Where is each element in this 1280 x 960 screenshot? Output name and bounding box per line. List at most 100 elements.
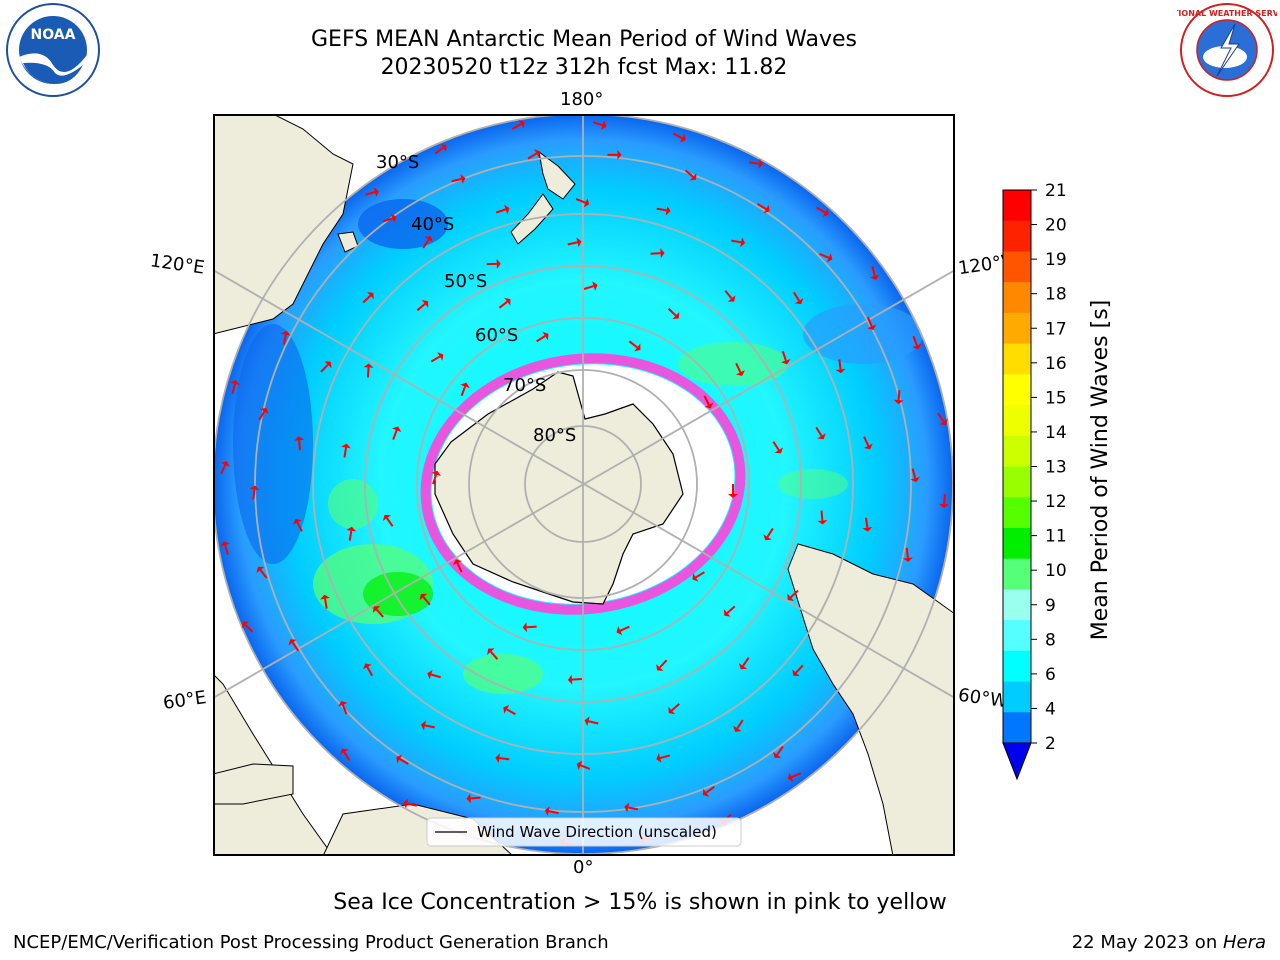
colorbar-tick-label: 18 (1045, 285, 1067, 305)
colorbar-segment (1003, 343, 1031, 375)
meridian-label-0: 0° (573, 857, 594, 878)
wind-wave-arrowhead (403, 798, 409, 809)
credit-left: NCEP/EMC/Verification Post Processing Pr… (13, 932, 609, 953)
meridian-label-180: 180° (560, 89, 604, 110)
wind-wave-arrowhead (339, 748, 349, 755)
wind-wave-arrow (937, 412, 945, 423)
land-new-zealand (538, 150, 576, 200)
wind-wave-arrowhead (679, 133, 686, 143)
wind-wave-arrowhead (817, 433, 826, 440)
wind-wave-arrowhead (583, 198, 590, 208)
wind-wave-arrow (575, 198, 586, 204)
wind-wave-arrow (220, 464, 227, 475)
wind-wave-arrowhead (460, 382, 470, 389)
colorbar-tick-label: 15 (1045, 388, 1067, 408)
wind-wave-arrowhead (740, 237, 746, 248)
wind-wave-arrowhead (567, 674, 573, 685)
wind-wave-arrowhead (763, 204, 770, 214)
nws-logo: NATIONAL WEATHER SERVICE (1177, 3, 1277, 97)
wind-wave-arrow (456, 562, 463, 573)
wind-wave-arrow (296, 521, 303, 532)
wind-wave-arrowhead (382, 514, 392, 521)
colorbar-label: Mean Period of Wind Waves [s] (1088, 300, 1113, 640)
wind-wave-arrowhead (624, 802, 630, 813)
wind-wave-arrowhead (363, 363, 374, 368)
wind-wave-arrowhead (592, 281, 598, 291)
meridian-label-120e: 120°E (148, 250, 206, 279)
colorbar: 2 4 6 8 9 10 11 12 13 14 15 16 17 18 19 20 21 Mean Perio… (1002, 181, 1113, 781)
lat-label-30s: 30°S (376, 152, 419, 173)
colorbar-tick-label: 10 (1045, 561, 1067, 581)
wind-wave-arrow (366, 666, 374, 677)
wind-wave-arrowhead (689, 173, 697, 181)
wind-wave-arrowhead (396, 754, 403, 764)
wind-wave-arrow (735, 362, 742, 373)
map-frame (213, 114, 955, 856)
wind-wave-arrowhead (727, 295, 736, 302)
wind-wave-arrowhead (792, 669, 800, 677)
wind-wave-arrow (943, 494, 946, 505)
wind-wave-arrowhead (576, 760, 583, 771)
colorbar-tick-label: 13 (1045, 458, 1067, 478)
land-africa (214, 674, 333, 854)
wind-wave-arrowhead (665, 205, 671, 216)
wind-wave-arrow (659, 754, 671, 760)
colorbar-tick-label: 4 (1045, 699, 1056, 719)
wind-wave-arrowhead (835, 368, 846, 374)
wind-wave-arrowhead (249, 485, 260, 491)
wind-wave-arrow (348, 530, 353, 541)
colorbar-tick-label: 9 (1045, 596, 1056, 616)
wind-wave-arrow (819, 252, 830, 259)
colorbar-segment (1003, 681, 1031, 713)
wind-wave-arrow (341, 704, 348, 715)
lat-label-50s: 50°S (444, 271, 487, 292)
wind-wave-arrow (865, 517, 869, 528)
colorbar-tick-label: 14 (1045, 423, 1067, 443)
wind-wave-arrowhead (939, 503, 950, 509)
wind-wave-arrow (422, 239, 430, 249)
wind-wave-arrowhead (504, 204, 510, 215)
wind-wave-arrowhead (668, 706, 676, 715)
wind-wave-arrow (588, 720, 599, 725)
wind-wave-arrow (580, 764, 591, 770)
wind-wave-arrowhead (220, 541, 230, 547)
wind-wave-arrowhead (259, 407, 269, 414)
wind-wave-arrow (619, 625, 630, 632)
wind-wave-arrowhead (241, 621, 249, 629)
wind-wave-arrowhead (390, 213, 397, 224)
wind-wave-arrow (498, 300, 508, 309)
wind-wave-arrow (460, 386, 467, 397)
land-antarctica (434, 371, 684, 605)
sea-ice-edge (420, 353, 746, 615)
credit-machine: Hera (1222, 932, 1266, 953)
wind-wave-arrow (871, 266, 876, 277)
wind-wave-arrows (220, 119, 950, 847)
wind-wave-arrowhead (787, 772, 794, 782)
colorbar-segment (1003, 282, 1031, 314)
colorbar-segment (1003, 190, 1031, 222)
wind-wave-arrowhead (487, 648, 495, 655)
polar-map: 30°S 40°S 50°S 60°S 70°S 80°S Wind Wave … (213, 114, 955, 856)
wind-wave-arrow (470, 796, 481, 800)
wind-wave-arrow (781, 350, 787, 361)
wind-wave-arrow (791, 772, 802, 779)
wind-wave-arrowhead (728, 494, 738, 498)
colorbar-tick-label: 6 (1045, 665, 1056, 685)
wind-wave-arrowhead (362, 663, 372, 670)
wind-wave-arrowhead (862, 526, 873, 532)
colorbar-segment (1003, 589, 1031, 621)
wind-wave-arrow (650, 252, 661, 255)
colorbar-segment (1003, 712, 1031, 744)
lat-label-70s: 70°S (503, 375, 546, 396)
wind-wave-arrow (912, 335, 918, 346)
wind-wave-arrow (386, 517, 394, 527)
wind-wave-arrowhead (280, 330, 291, 336)
wind-wave-arrow (667, 308, 677, 317)
wind-wave-arrowhead (292, 518, 302, 525)
wind-wave-arrowhead (466, 793, 471, 804)
wind-wave-arrowhead (869, 274, 880, 280)
wind-wave-arrow (406, 802, 418, 807)
wind-wave-arrow (592, 121, 603, 127)
wind-wave-arrow (430, 355, 441, 363)
wind-wave-arrowhead (324, 361, 332, 369)
